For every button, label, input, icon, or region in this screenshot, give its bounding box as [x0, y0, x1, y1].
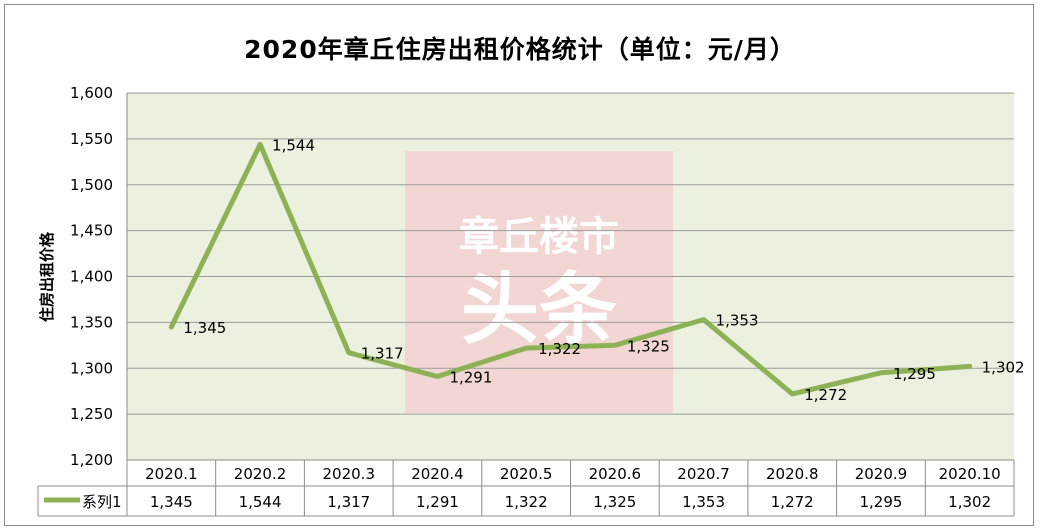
y-tick-label: 1,200	[70, 451, 113, 469]
watermark: 章丘楼市 头条	[405, 151, 673, 413]
y-axis-ticks: 1,200 1,250 1,300 1,350 1,400 1,450 1,500 1,550…	[70, 84, 113, 469]
data-label: 1,353	[716, 312, 759, 330]
data-table: 2020.1 1,345 2020.2 1,544 2020.3 1,317 2020.4 1…	[37, 459, 1015, 517]
table-value-cell: 1,317	[327, 493, 370, 511]
table-value-cell: 1,345	[150, 493, 193, 511]
x-category-label: 2020.2	[234, 465, 287, 483]
y-tick-label: 1,450	[70, 222, 113, 240]
chart-title: 2020年章丘住房出租价格统计（单位：元/月）	[244, 35, 796, 64]
watermark-text-1: 章丘楼市	[459, 214, 619, 260]
data-label: 1,272	[804, 386, 847, 404]
y-tick-label: 1,250	[70, 405, 113, 423]
y-tick-label: 1,350	[70, 313, 113, 331]
x-category-label: 2020.3	[323, 465, 376, 483]
table-value-cell: 1,325	[593, 493, 636, 511]
x-category-label: 2020.9	[855, 465, 908, 483]
data-label: 1,317	[361, 345, 404, 363]
y-tick-label: 1,550	[70, 130, 113, 148]
x-category-label: 2020.6	[589, 465, 642, 483]
x-category-label: 2020.10	[939, 465, 1001, 483]
legend-label: 系列1	[82, 493, 122, 511]
data-label: 1,345	[183, 319, 226, 337]
x-category-label: 2020.4	[411, 465, 464, 483]
watermark-box	[405, 151, 673, 413]
table-value-cell: 1,353	[682, 493, 725, 511]
table-value-cell: 1,291	[416, 493, 459, 511]
y-tick-label: 1,300	[70, 359, 113, 377]
table-value-cell: 1,544	[239, 493, 282, 511]
x-category-label: 2020.5	[500, 465, 553, 483]
table-value-cell: 1,272	[771, 493, 814, 511]
y-tick-label: 1,600	[70, 84, 113, 102]
data-label: 1,544	[272, 136, 315, 154]
watermark-text-2: 头条	[461, 265, 617, 355]
data-label: 1,325	[627, 337, 670, 355]
data-label: 1,291	[449, 369, 492, 387]
x-category-label: 2020.8	[766, 465, 819, 483]
series-group	[168, 141, 973, 397]
y-tick-label: 1,400	[70, 268, 113, 286]
y-tick-label: 1,500	[70, 176, 113, 194]
x-category-label: 2020.1	[145, 465, 198, 483]
y-axis-label: 住房出租价格	[38, 231, 56, 322]
table-value-cell: 1,302	[948, 493, 991, 511]
series-line	[168, 141, 973, 397]
x-category-label: 2020.7	[677, 465, 730, 483]
data-label: 1,322	[538, 340, 581, 358]
table-value-cell: 1,295	[859, 493, 902, 511]
table-value-cell: 1,322	[505, 493, 548, 511]
data-labels: 1,345 1,544 1,317 1,291 1,322 1,325 1,353 1,272…	[183, 136, 1024, 404]
data-label: 1,295	[893, 365, 936, 383]
data-label: 1,302	[982, 358, 1025, 376]
